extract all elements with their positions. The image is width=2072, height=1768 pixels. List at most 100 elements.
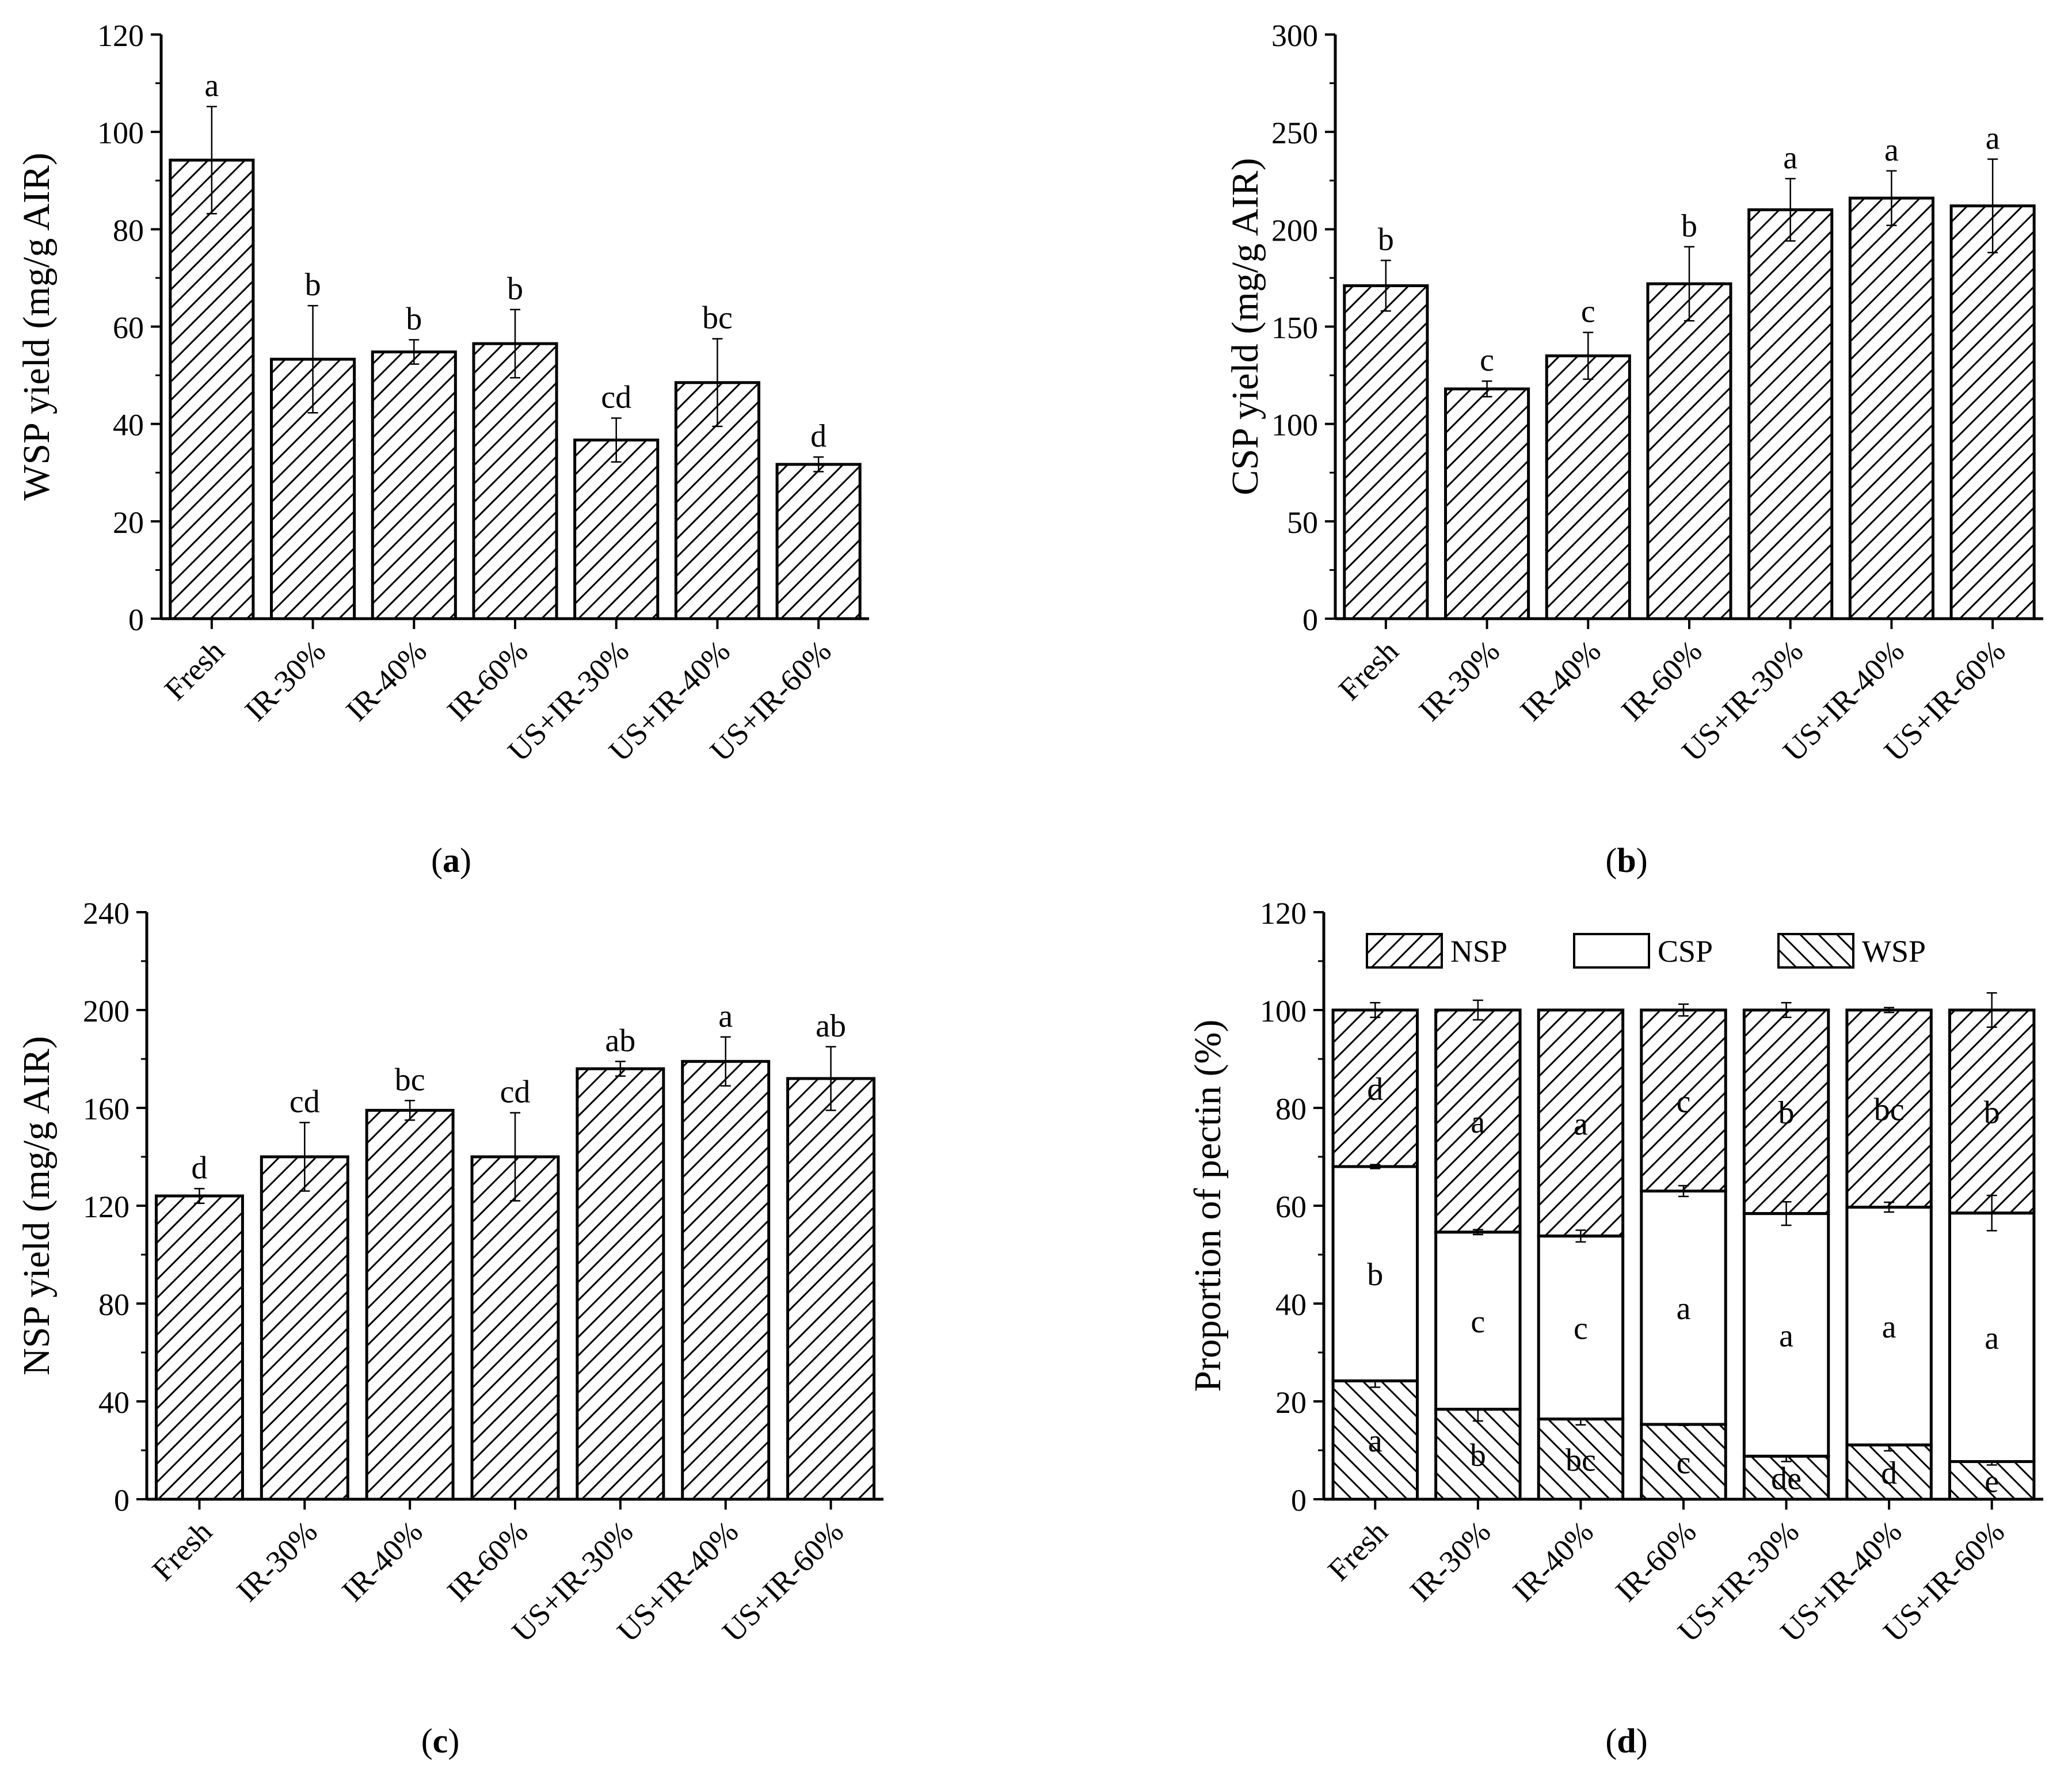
panel-a-bar	[371, 350, 457, 620]
panel-d-bar-wsp	[1742, 1454, 1830, 1501]
panel-b-y-axis-label: CSP yield (mg/g AIR)	[1224, 158, 1266, 495]
panel-d-legend-swatch-wsp	[1777, 933, 1854, 969]
panel-d-significance-letter: a	[1471, 1104, 1485, 1140]
panel-a-significance-letter: a	[204, 68, 219, 104]
panel-a-bar	[169, 158, 255, 620]
panel-d-x-tick-label: IR-30%	[1403, 1514, 1497, 1608]
panel-d-x-tick-label: IR-60%	[1609, 1514, 1702, 1608]
panel-d-significance-letter: b	[1367, 1257, 1383, 1293]
panel-d-bar-csp	[1331, 1165, 1419, 1382]
panel-a-bar	[472, 342, 558, 620]
panel-d-significance-letter: a	[1368, 1423, 1382, 1459]
caption-a: (a)	[431, 841, 471, 879]
panel-b-significance-letter: a	[1986, 121, 2000, 157]
panel-d-y-tick-label: 0	[1291, 1483, 1307, 1518]
panel-b-significance-letter: c	[1480, 342, 1494, 378]
panel-d-bar-nsp	[1845, 1008, 1933, 1209]
panel-d-y-tick-label: 20	[1275, 1385, 1307, 1420]
panel-b-bar	[1444, 387, 1530, 620]
panel-d-significance-letter: a	[1985, 1321, 1999, 1357]
panel-c-significance-letter: d	[191, 1150, 207, 1186]
panel-c-significance-letter: cd	[290, 1084, 320, 1120]
panel-c-y-tick-label: 200	[83, 994, 130, 1028]
panel-a-chart: 0 20 40 60 80 100 120 WSP yield (mg/g AIR) Fresh…	[16, 18, 869, 768]
panel-a-significance-letter: cd	[601, 380, 631, 416]
panel-a-y-tick-label: 40	[113, 408, 144, 443]
panel-b-significance-letter: a	[1884, 132, 1899, 168]
panel-d-bar-wsp	[1434, 1408, 1522, 1501]
caption-d: (d)	[1605, 1722, 1647, 1760]
panel-b-x-tick-label: IR-40%	[1513, 634, 1607, 727]
panel-d-y-tick-label: 80	[1275, 1092, 1307, 1126]
panel-d-bar-csp	[1742, 1212, 1830, 1458]
panel-a-significance-letter: b	[305, 267, 321, 303]
panel-a-y-tick-label: 80	[113, 213, 144, 247]
panel-a-bar	[775, 463, 862, 620]
panel-a-y-tick-label: 0	[128, 603, 144, 637]
panel-c-bar	[786, 1077, 876, 1501]
panel-d-significance-letter: e	[1985, 1464, 1999, 1499]
panel-d-significance-letter: de	[1771, 1461, 1801, 1497]
panel-d-y-tick-label: 40	[1275, 1287, 1307, 1322]
panel-a-y-axis-label: WSP yield (mg/g AIR)	[16, 153, 58, 500]
panel-c-bar	[365, 1108, 455, 1501]
panel-c-y-tick-label: 120	[83, 1190, 130, 1224]
panel-d-bar-wsp	[1845, 1443, 1933, 1501]
panel-b-significance-letter: b	[1681, 208, 1697, 244]
panel-d-legend-label: NSP	[1450, 934, 1507, 969]
panel-a-x-tick-label: IR-40%	[339, 634, 433, 727]
panel-d-chart: 0 20 40 60 80 100 120 Proportion of pectin (%) F…	[1187, 896, 2043, 1649]
panel-c-significance-letter: ab	[605, 1023, 635, 1058]
panel-c-y-axis-label: NSP yield (mg/g AIR)	[16, 1036, 58, 1375]
panel-d-legend-label: WSP	[1862, 934, 1926, 969]
panel-b-bar	[1747, 208, 1834, 620]
panel-c-chart: 0 40 80 120 160 200 240 NSP yield (mg/g AIR) Fre…	[16, 896, 883, 1649]
panel-d-significance-letter: c	[1574, 1311, 1588, 1347]
panel-d-significance-letter: bc	[1874, 1092, 1905, 1127]
panel-d-significance-letter: c	[1471, 1304, 1485, 1340]
panel-d-legend-label: CSP	[1658, 934, 1713, 969]
panel-b-y-tick-label: 300	[1271, 18, 1318, 53]
panel-d-y-tick-label: 100	[1260, 994, 1307, 1028]
panel-c-significance-letter: a	[718, 999, 733, 1034]
panel-a-bar	[573, 439, 660, 620]
panel-b-significance-letter: a	[1783, 140, 1797, 176]
caption-a-letter: a	[443, 841, 460, 879]
panel-c-y-tick-label: 40	[98, 1385, 130, 1420]
caption-d-letter: d	[1617, 1722, 1636, 1760]
panel-c-bar	[681, 1060, 771, 1501]
panel-b-significance-letter: c	[1581, 294, 1595, 330]
panel-a-x-tick-label: IR-60%	[440, 634, 534, 727]
panel-c-bar	[576, 1067, 665, 1501]
panel-b-y-tick-label: 100	[1271, 408, 1318, 443]
panel-c-significance-letter: ab	[816, 1008, 846, 1044]
panel-d-bar-nsp	[1537, 1008, 1625, 1238]
panel-b-chart: 0 50 100 150 200 250 300 CSP yield (mg/g AIR) Fr…	[1224, 18, 2043, 768]
panel-d-bar-csp	[1845, 1206, 1933, 1447]
panel-b-x-tick-label: IR-30%	[1412, 634, 1506, 727]
panel-d-significance-letter: b	[1984, 1095, 2000, 1130]
panel-d-significance-letter: b	[1778, 1095, 1795, 1131]
panel-a-y-tick-label: 120	[97, 18, 144, 53]
panel-b-bar	[1343, 284, 1429, 620]
panel-b-y-tick-label: 200	[1271, 213, 1318, 247]
panel-b-bar	[1646, 282, 1732, 620]
panel-b-y-tick-label: 150	[1271, 311, 1318, 345]
panel-c-bar	[470, 1155, 560, 1501]
panel-a-y-tick-label: 60	[113, 311, 144, 345]
panel-a-significance-letter: d	[810, 418, 826, 454]
panel-d-significance-letter: bc	[1566, 1442, 1596, 1478]
panel-c-y-tick-label: 160	[83, 1092, 130, 1126]
panel-b-x-tick-label: IR-60%	[1614, 634, 1708, 727]
panel-d-bar-nsp	[1742, 1008, 1830, 1216]
panel-a-significance-letter: b	[507, 271, 523, 307]
panel-c-x-tick-label: IR-30%	[230, 1514, 323, 1608]
panel-d-y-tick-label: 60	[1275, 1190, 1307, 1224]
panel-c-y-tick-label: 0	[114, 1483, 130, 1518]
panel-d-x-tick-label: IR-40%	[1506, 1514, 1600, 1608]
caption-b: (b)	[1605, 841, 1647, 879]
panel-d-significance-letter: d	[1881, 1455, 1897, 1491]
panel-b-bar	[1848, 196, 1934, 620]
panel-d-bar-wsp	[1640, 1423, 1727, 1501]
